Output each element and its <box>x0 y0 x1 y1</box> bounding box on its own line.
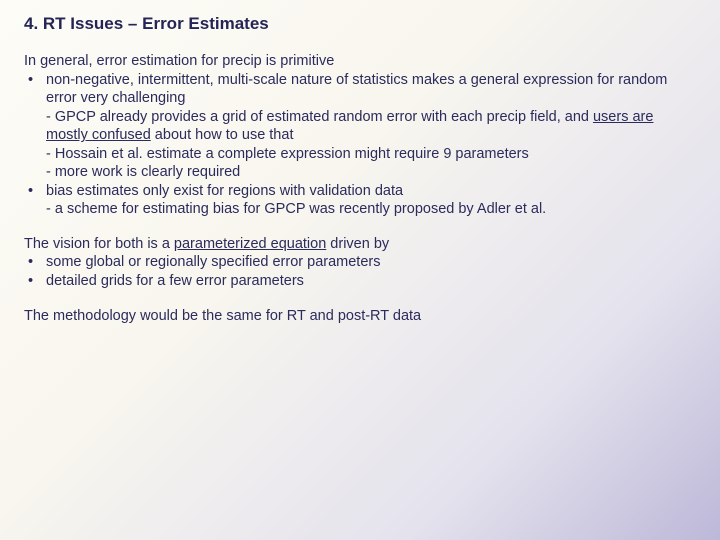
p1-b1-sub1a: - GPCP already provides a grid of estima… <box>46 109 593 125</box>
p1-b1-sub3: - more work is clearly required <box>24 163 696 182</box>
p2-b2-text: detailed grids for a few error parameter… <box>46 272 696 291</box>
p1-b1-sub1b: about how to use that <box>151 127 294 143</box>
slide-title: 4. RT Issues – Error Estimates <box>24 14 696 34</box>
p1-bullet-2: • bias estimates only exist for regions … <box>24 182 696 201</box>
paragraph-3: The methodology would be the same for RT… <box>24 307 696 326</box>
p2-bullet-1: • some global or regionally specified er… <box>24 253 696 272</box>
p1-b2-text: bias estimates only exist for regions wi… <box>46 182 696 201</box>
slide: 4. RT Issues – Error Estimates In genera… <box>0 0 720 540</box>
p2-lead-a: The vision for both is a <box>24 236 174 252</box>
p1-b1-sub2: - Hossain et al. estimate a complete exp… <box>24 145 696 164</box>
p2-bullet-2: • detailed grids for a few error paramet… <box>24 272 696 291</box>
bullet-icon: • <box>24 253 46 272</box>
p2-lead-b: driven by <box>326 236 389 252</box>
bullet-icon: • <box>24 272 46 291</box>
p1-lead: In general, error estimation for precip … <box>24 52 696 71</box>
p1-b1-text: non-negative, intermittent, multi-scale … <box>46 71 696 108</box>
paragraph-2: The vision for both is a parameterized e… <box>24 235 696 291</box>
p1-b2-sub1: - a scheme for estimating bias for GPCP … <box>24 200 696 219</box>
p1-b1-sub1: - GPCP already provides a grid of estima… <box>24 108 696 145</box>
bullet-icon: • <box>24 71 46 90</box>
p1-bullet-1: • non-negative, intermittent, multi-scal… <box>24 71 696 108</box>
p2-lead: The vision for both is a parameterized e… <box>24 235 696 254</box>
p2-b1-text: some global or regionally specified erro… <box>46 253 696 272</box>
paragraph-1: In general, error estimation for precip … <box>24 52 696 219</box>
bullet-icon: • <box>24 182 46 201</box>
p2-lead-underline: parameterized equation <box>174 236 326 252</box>
